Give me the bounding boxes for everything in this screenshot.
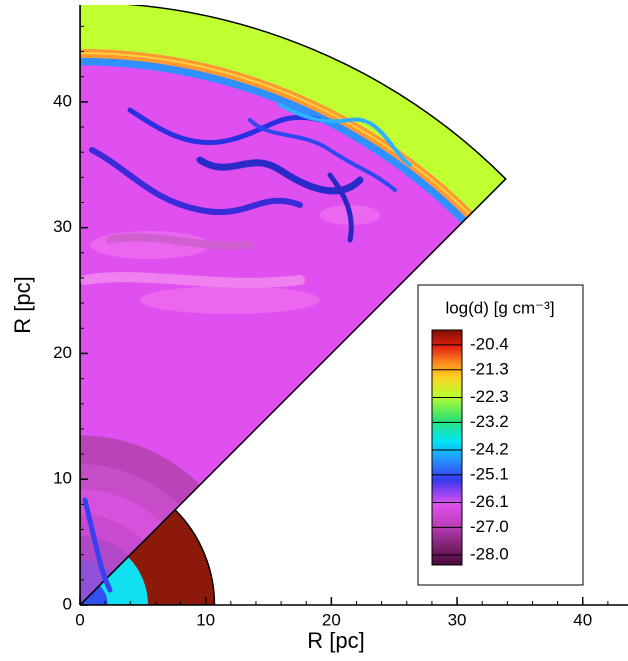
colorbar-tick-label: -23.2 (470, 412, 509, 431)
colorbar-tick-label: -27.0 (470, 517, 509, 536)
y-tick-label: 10 (53, 469, 72, 488)
colorbar-tick-label: -28.0 (470, 545, 509, 564)
filament (89, 147, 303, 216)
colorbar-tick-label: -24.2 (470, 439, 509, 458)
wedge-region (80, 585, 108, 605)
x-tick-label: 30 (448, 610, 467, 629)
x-tick-label: 40 (573, 610, 592, 629)
x-tick-label: 20 (322, 610, 341, 629)
colorbar-tick-label: -21.3 (470, 359, 509, 378)
filament (106, 233, 254, 250)
y-axis-label: R [pc] (10, 276, 35, 333)
y-tick-label: 20 (53, 343, 72, 362)
wedge-region (80, 5, 506, 212)
colorbar-title: log(d) [g cm⁻³] (445, 298, 554, 317)
inner-outline (80, 508, 216, 605)
x-tick-label: 10 (196, 610, 215, 629)
y-tick-label: 30 (53, 217, 72, 236)
y-tick-label: 0 (63, 594, 72, 613)
filament (127, 107, 323, 146)
blue-filaments (80, 103, 412, 593)
wedge-outline (80, 5, 507, 605)
filament (248, 118, 397, 192)
x-axis-label: R [pc] (307, 628, 364, 653)
light-patch (140, 286, 320, 314)
filament (80, 272, 305, 288)
wedge-region (127, 509, 215, 605)
filament (278, 103, 412, 167)
filament (82, 497, 113, 593)
colorbar (431, 329, 463, 566)
filament (327, 172, 354, 243)
y-tick-label: 40 (53, 91, 72, 110)
colorbar-tick-label: -26.1 (470, 492, 509, 511)
x-tick-label: 0 (75, 610, 84, 629)
colorbar-tick-label: -20.4 (470, 334, 509, 353)
colorbar-tick-label: -25.1 (470, 464, 509, 483)
colorbar-tick-label: -22.3 (470, 387, 509, 406)
